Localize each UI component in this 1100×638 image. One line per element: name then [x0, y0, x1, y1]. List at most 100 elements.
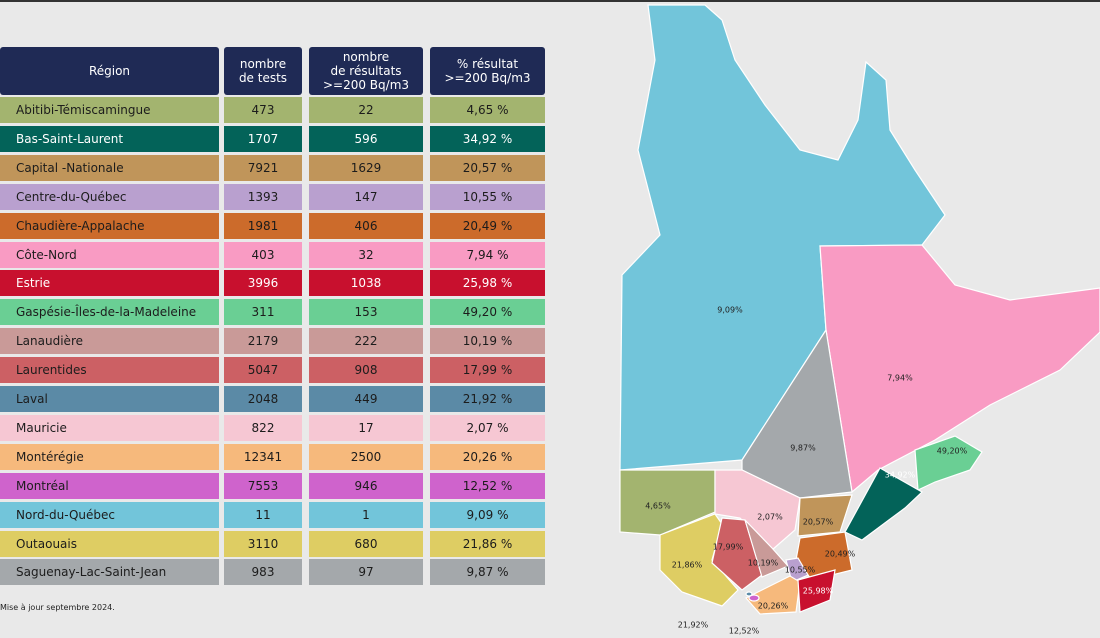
value-cell: 12341 [224, 443, 302, 470]
value-cell: 7553 [224, 472, 302, 499]
region-capitale [797, 494, 853, 537]
value-cell: 153 [309, 299, 423, 326]
value-cell: 32 [309, 241, 423, 268]
value-cell: 311 [224, 299, 302, 326]
value-cell: 596 [309, 125, 423, 152]
region-montreal [748, 594, 760, 602]
value-cell: 20,57 % [430, 154, 545, 181]
region-cell: Côte-Nord [0, 241, 219, 268]
header-cell: Région [0, 47, 219, 95]
region-cell: Abitibi-Témiscamingue [0, 97, 219, 123]
value-cell: 406 [309, 212, 423, 239]
value-cell: 147 [309, 183, 423, 210]
value-cell: 3996 [224, 270, 302, 297]
region-cell: Bas-Saint-Laurent [0, 125, 219, 152]
value-cell: 908 [309, 357, 423, 384]
map-label: 2,07% [757, 513, 783, 522]
value-cell: 1038 [309, 270, 423, 297]
value-cell: 20,49 % [430, 212, 545, 239]
region-cell: Laval [0, 386, 219, 412]
region-cell: Chaudière-Appalache [0, 212, 219, 239]
map-label: 21,86% [672, 561, 703, 570]
value-cell: 822 [224, 414, 302, 441]
value-cell: 222 [309, 328, 423, 355]
value-cell: 17,99 % [430, 357, 545, 384]
header-cell: nombre de résultats >=200 Bq/m3 [309, 47, 423, 95]
region-centre [785, 557, 809, 583]
value-cell: 2179 [224, 328, 302, 355]
map-label: 25,98% [803, 587, 834, 596]
value-cell: 2048 [224, 386, 302, 412]
region-cell: Centre-du-Québec [0, 183, 219, 210]
region-bas-saint-laurent [844, 467, 924, 541]
region-laval [745, 591, 753, 597]
top-border [0, 0, 1100, 2]
value-cell: 7921 [224, 154, 302, 181]
map-label: 49,20% [937, 447, 968, 456]
value-cell: 34,92 % [430, 125, 545, 152]
region-cell: Gaspésie-Îles-de-la-Madeleine [0, 299, 219, 326]
region-estrie [797, 569, 836, 613]
value-cell: 449 [309, 386, 423, 412]
region-cell: Montréal [0, 472, 219, 499]
map-label: 9,09% [717, 306, 743, 315]
value-cell: 1629 [309, 154, 423, 181]
region-cell: Saguenay-Lac-Saint-Jean [0, 559, 219, 586]
region-cell: Montérégie [0, 443, 219, 470]
value-cell: 20,26 % [430, 443, 545, 470]
map-label: 20,26% [758, 602, 789, 611]
region-monteregie [745, 575, 801, 615]
map-label: 34,92% [885, 471, 916, 480]
value-cell: 9,87 % [430, 559, 545, 586]
value-cell: 12,52 % [430, 472, 545, 499]
region-cell: Lanaudière [0, 328, 219, 355]
region-cell: Laurentides [0, 357, 219, 384]
map-label: 10,55% [785, 566, 816, 575]
value-cell: 3110 [224, 530, 302, 557]
value-cell: 10,19 % [430, 328, 545, 355]
map-label: 12,52% [729, 627, 760, 636]
value-cell: 21,92 % [430, 386, 545, 412]
region-nord-du-quebec [619, 4, 946, 471]
region-cell: Capital -Nationale [0, 154, 219, 181]
header-cell: nombre de tests [224, 47, 302, 95]
value-cell: 1981 [224, 212, 302, 239]
footnote: Mise à jour septembre 2024. [0, 603, 115, 612]
value-cell: 2,07 % [430, 414, 545, 441]
map-label: 4,65% [645, 502, 671, 511]
region-cell: Mauricie [0, 414, 219, 441]
value-cell: 25,98 % [430, 270, 545, 297]
value-cell: 1393 [224, 183, 302, 210]
map-label: 21,92% [678, 621, 709, 630]
value-cell: 49,20 % [430, 299, 545, 326]
map-label: 10,19% [748, 559, 779, 568]
value-cell: 4,65 % [430, 97, 545, 123]
value-cell: 9,09 % [430, 501, 545, 528]
value-cell: 10,55 % [430, 183, 545, 210]
value-cell: 17 [309, 414, 423, 441]
region-mauricie [714, 469, 801, 551]
value-cell: 5047 [224, 357, 302, 384]
value-cell: 7,94 % [430, 241, 545, 268]
value-cell: 21,86 % [430, 530, 545, 557]
map-label: 20,57% [803, 518, 834, 527]
region-outaouais [659, 513, 739, 607]
header-cell: % résultat >=200 Bq/m3 [430, 47, 545, 95]
map-label: 20,49% [825, 550, 856, 559]
map-label: 17,99% [713, 543, 744, 552]
value-cell: 403 [224, 241, 302, 268]
value-cell: 983 [224, 559, 302, 586]
region-cell: Estrie [0, 270, 219, 297]
value-cell: 11 [224, 501, 302, 528]
value-cell: 946 [309, 472, 423, 499]
map-label: 7,94% [887, 374, 913, 383]
region-abitibi [619, 469, 716, 536]
value-cell: 97 [309, 559, 423, 586]
map-label: 9,87% [790, 444, 816, 453]
region-cell: Outaouais [0, 530, 219, 557]
value-cell: 2500 [309, 443, 423, 470]
value-cell: 473 [224, 97, 302, 123]
region-cell: Nord-du-Québec [0, 501, 219, 528]
